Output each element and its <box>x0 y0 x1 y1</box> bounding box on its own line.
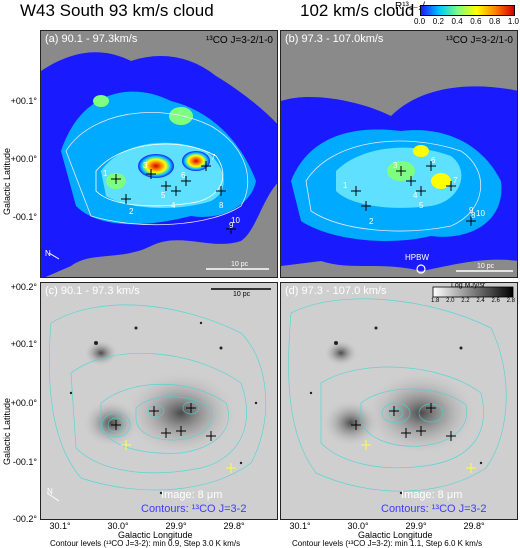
clump-number: 3 <box>393 161 398 170</box>
panel-label-b: (b) 97.3 - 107.0km/s <box>285 33 384 45</box>
panel-b: (b) 97.3 - 107.0km/s ¹³CO J=3-2/1-0 10 p… <box>280 30 518 278</box>
clump-number: 2 <box>369 217 374 226</box>
ytick: -00.1° <box>12 457 37 467</box>
north-label-a: N <box>45 249 51 258</box>
xtick: 29.8° <box>223 521 245 531</box>
north-label-c: N <box>47 487 53 496</box>
xlabel-left: Galactic Longitude <box>118 530 193 540</box>
scale-label-b: 10 pc <box>477 263 495 270</box>
ytick: +00.1° <box>10 96 37 106</box>
clump-number: 6 <box>181 171 186 180</box>
image-label-c: Image: 8 μm <box>161 489 223 501</box>
source-markers-c <box>121 440 236 473</box>
clump-markers-a <box>111 161 236 234</box>
contour-label-d: Contours: ¹³CO J=3-2 <box>381 503 487 515</box>
ytick: +00.0° <box>10 154 37 164</box>
clump-markers-d <box>351 403 456 441</box>
clump-number: 9 <box>229 221 234 230</box>
clump-number: 1 <box>103 169 108 178</box>
gray-tick: 2.6 <box>491 298 500 304</box>
cbar-tick: 0.6 <box>470 17 482 26</box>
clump-number: 5 <box>161 191 166 200</box>
xtick: 29.8° <box>463 521 485 531</box>
cbar-tick: 1.0 <box>507 17 519 26</box>
colorbar-label: R¹³₃₋₂/₁₋₀ <box>395 1 438 12</box>
xtick: 30.0° <box>107 521 129 531</box>
panel-a: (a) 90.1 - 97.3km/s ¹³CO J=3-2/1-0 10 pc… <box>40 30 278 278</box>
xlabel-right: Galactic Longitude <box>358 530 433 540</box>
panel-c: (c) 90.1 - 97.3 km/s 10 pc Image: 8 μm C… <box>40 282 278 520</box>
image-label-d: Image: 8 μm <box>401 489 463 501</box>
clump-number: 5 <box>419 201 424 210</box>
xtick: 30.1° <box>289 521 311 531</box>
gray-tick: 2.0 <box>446 298 455 304</box>
panel-label-d: (d) 97.3 - 107.0 km/s <box>285 285 387 297</box>
contours-c <box>48 304 267 491</box>
clump-number: 4 <box>413 191 418 200</box>
clump-number: 3 <box>143 161 148 170</box>
clump-number: 4 <box>171 201 176 210</box>
gray-tick: 1.8 <box>431 298 440 304</box>
scale-label-a: 10 pc <box>231 261 249 268</box>
footer-left: Contour levels (¹³CO J=3-2): min 0.9, St… <box>50 539 241 548</box>
panel-label-c: (c) 90.1 - 97.3 km/s <box>45 285 140 297</box>
clump-number: 7 <box>211 153 216 162</box>
panel-d: (d) 97.3 - 107.0 km/s Log MJy/sr 1.8 2.0… <box>280 282 518 520</box>
panel-label-a: (a) 90.1 - 97.3km/s <box>45 33 138 45</box>
ratio-map-a <box>41 52 277 277</box>
clump-number: 6 <box>431 156 436 165</box>
ytick: +00.1° <box>10 339 37 349</box>
clump-number: 7 <box>453 176 458 185</box>
clump-number: 10 <box>231 216 240 225</box>
gray-tick: 2.8 <box>506 298 515 304</box>
ir-image-d <box>281 283 517 519</box>
colorbar-ratio <box>420 5 515 16</box>
xtick: 29.9° <box>165 521 187 531</box>
clump-markers-c <box>111 403 216 441</box>
clump-markers-b <box>351 161 476 226</box>
gray-tick: 2.4 <box>476 298 485 304</box>
gray-colorbar-label: Log MJy/sr <box>451 282 486 289</box>
ylabel-bottom: Galactic Latitude <box>2 397 12 465</box>
ratio-map-b <box>281 86 517 274</box>
title-left: W43 South 93 km/s cloud <box>20 1 214 20</box>
gray-tick: 2.2 <box>461 298 470 304</box>
ytick: +00.2° <box>10 282 37 292</box>
source-markers-d <box>361 440 476 473</box>
cbar-tick: 0.2 <box>432 17 444 26</box>
clump-number: 8 <box>219 201 224 210</box>
cbar-tick: 0.4 <box>451 17 463 26</box>
beam-label-b: HPBW <box>405 253 429 262</box>
gray-colorbar-ticks: 1.8 2.0 2.2 2.4 2.6 2.8 <box>431 298 515 304</box>
clump-number: 8 <box>471 211 476 220</box>
ytick: -00.1° <box>12 212 37 222</box>
clump-number: 10 <box>476 209 485 218</box>
clump-number: 1 <box>343 181 348 190</box>
title-right: 102 km/s cloud <box>300 1 415 20</box>
cbar-tick: 0.0 <box>414 17 426 26</box>
scale-label-c: 10 pc <box>233 291 251 298</box>
line-label-a: ¹³CO J=3-2/1-0 <box>206 35 273 46</box>
ytick: +00.0° <box>10 398 37 408</box>
ytick: -00.2° <box>12 514 37 524</box>
xtick: 29.9° <box>405 521 427 531</box>
clump-number: 9 <box>469 206 474 215</box>
cbar-tick: 0.8 <box>489 17 501 26</box>
footer-right: Contour levels (¹³CO J=3-2): min 1.1, St… <box>292 539 483 548</box>
colorbar-ticks: 0.0 0.2 0.4 0.6 0.8 1.0 <box>414 17 519 26</box>
ir-image-c <box>41 283 277 519</box>
contours-d <box>288 298 507 492</box>
contour-label-c: Contours: ¹³CO J=3-2 <box>141 503 247 515</box>
line-label-b: ¹³CO J=3-2/1-0 <box>446 35 513 46</box>
xtick: 30.1° <box>49 521 71 531</box>
xtick: 30.0° <box>347 521 369 531</box>
clump-number: 2 <box>129 207 134 216</box>
